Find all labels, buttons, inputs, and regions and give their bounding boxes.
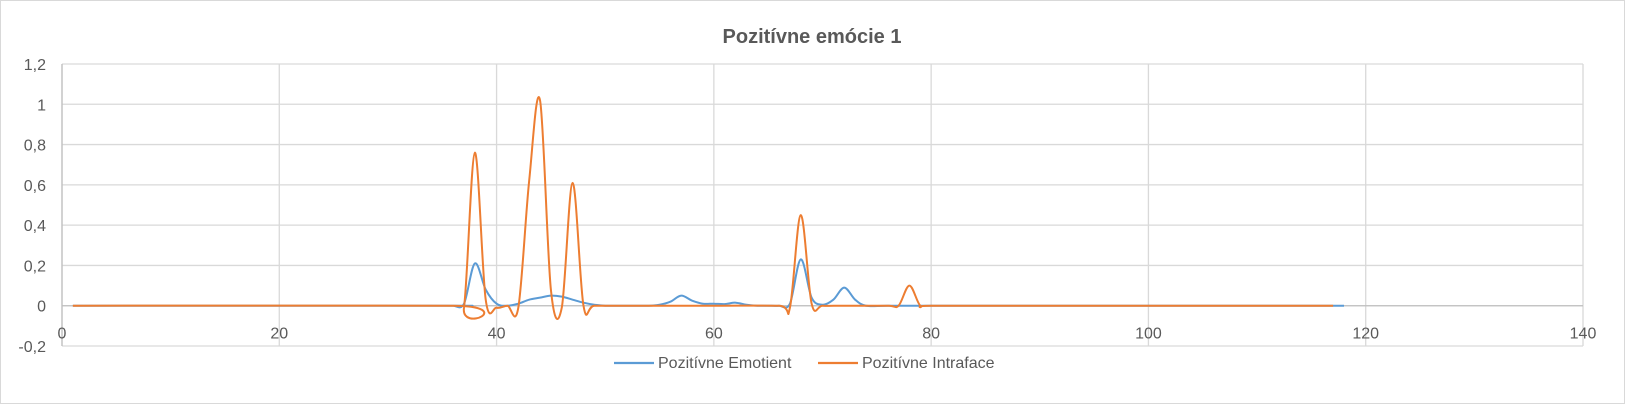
x-tick-label: 0 <box>58 326 67 343</box>
x-tick-label: 20 <box>270 326 288 343</box>
y-tick-label: -0,2 <box>18 339 46 356</box>
gridlines <box>61 63 1584 347</box>
y-tick-label: 0,4 <box>24 218 46 235</box>
y-tick-label: 1 <box>37 97 46 114</box>
legend-item-intraface: Pozitívne Intraface <box>818 355 995 372</box>
x-tick-labels: 0 20 40 60 80 100 120 140 <box>58 326 1597 343</box>
legend-label: Pozitívne Intraface <box>862 355 995 372</box>
y-tick-label: 0,8 <box>24 138 46 155</box>
legend-item-emotient: Pozitívne Emotient <box>614 355 792 372</box>
chart-title: Pozitívne emócie 1 <box>723 26 902 48</box>
axes <box>61 64 1583 346</box>
series-lines <box>72 96 1344 320</box>
x-tick-label: 120 <box>1352 326 1379 343</box>
y-tick-labels: -0,2 0 0,2 0,4 0,6 0,8 1 1,2 <box>18 57 46 356</box>
y-tick-label: 1,2 <box>24 57 46 74</box>
y-tick-label: 0,2 <box>24 258 46 275</box>
legend-label: Pozitívne Emotient <box>658 355 792 372</box>
x-tick-label: 60 <box>705 326 723 343</box>
series-line-intraface <box>72 96 1334 320</box>
x-tick-label: 80 <box>922 326 940 343</box>
x-tick-label: 40 <box>488 326 506 343</box>
y-tick-label: 0,6 <box>24 178 46 195</box>
x-tick-label: 100 <box>1135 326 1162 343</box>
series-line-emotient <box>72 258 1344 309</box>
y-tick-label: 0 <box>37 299 46 316</box>
x-tick-label: 140 <box>1570 326 1597 343</box>
legend: Pozitívne Emotient Pozitívne Intraface <box>614 355 995 372</box>
